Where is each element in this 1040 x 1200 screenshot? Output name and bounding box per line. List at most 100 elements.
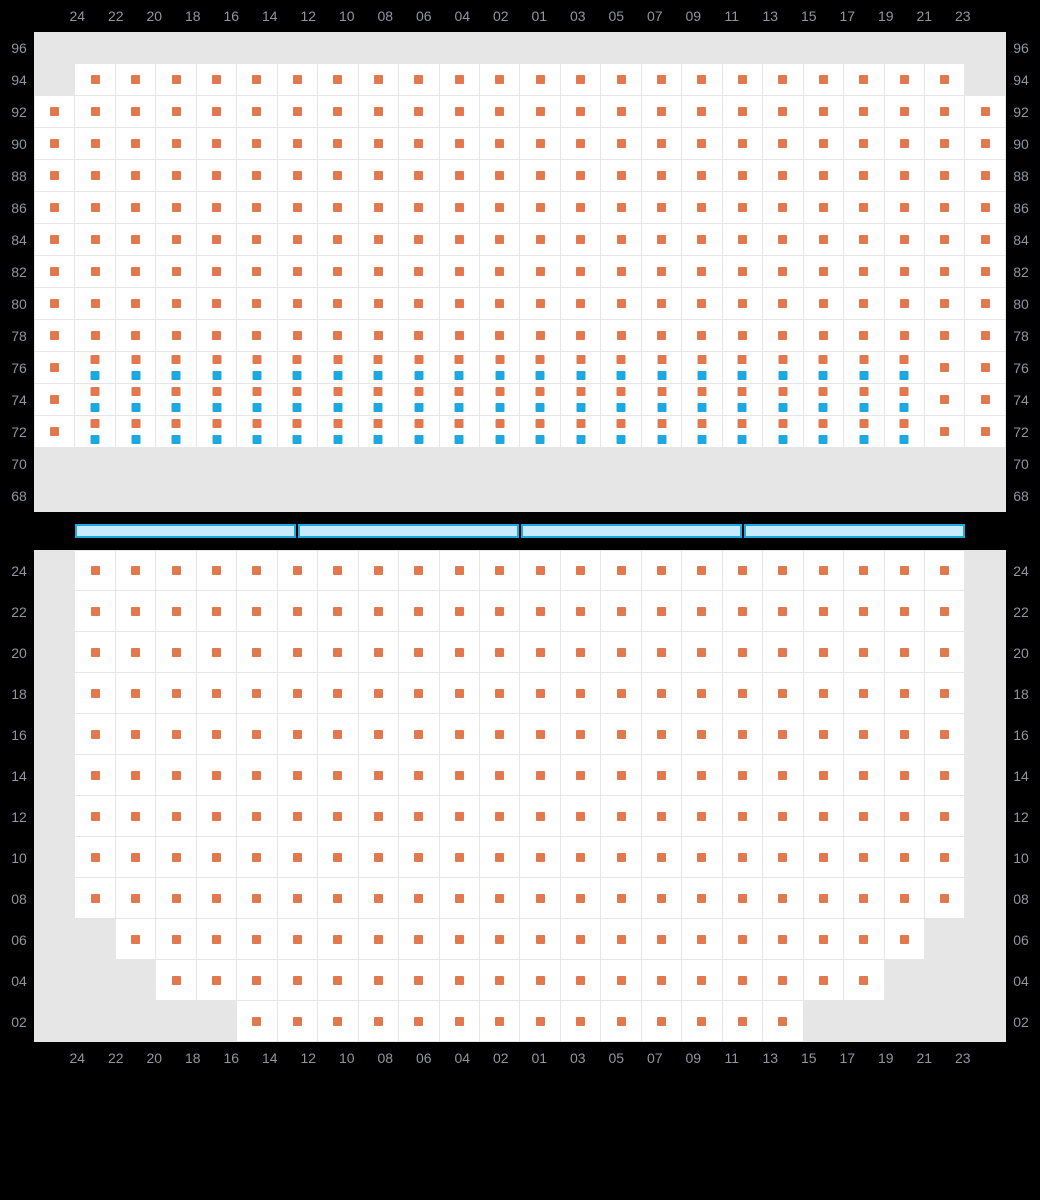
seat-cell[interactable] (116, 755, 156, 796)
seat-cell[interactable] (156, 878, 196, 919)
seat-cell[interactable] (399, 256, 439, 288)
seat-cell[interactable] (885, 224, 925, 256)
seat-cell[interactable] (682, 320, 722, 352)
seat-cell[interactable] (804, 714, 844, 755)
seat-cell[interactable] (278, 320, 318, 352)
seat-cell[interactable] (399, 192, 439, 224)
seat-cell[interactable] (318, 96, 358, 128)
seat-cell[interactable] (399, 224, 439, 256)
seat-cell[interactable] (642, 550, 682, 591)
seat-cell[interactable] (844, 416, 884, 448)
seat-cell[interactable] (844, 64, 884, 96)
seat-cell[interactable] (520, 796, 560, 837)
seat-cell[interactable] (804, 591, 844, 632)
seat-cell[interactable] (601, 96, 641, 128)
seat-cell[interactable] (561, 96, 601, 128)
seat-cell[interactable] (925, 256, 965, 288)
seat-cell[interactable] (682, 192, 722, 224)
seat-cell[interactable] (885, 796, 925, 837)
seat-cell[interactable] (844, 160, 884, 192)
seat-cell[interactable] (642, 796, 682, 837)
seat-cell[interactable] (156, 960, 196, 1001)
seat-cell[interactable] (885, 714, 925, 755)
seat-cell[interactable] (359, 416, 399, 448)
seat-cell[interactable] (440, 632, 480, 673)
seat-cell[interactable] (520, 384, 560, 416)
seat-cell[interactable] (763, 96, 803, 128)
seat-cell[interactable] (399, 160, 439, 192)
seat-cell[interactable] (116, 591, 156, 632)
seat-cell[interactable] (440, 128, 480, 160)
seat-cell[interactable] (925, 64, 965, 96)
seat-cell[interactable] (440, 224, 480, 256)
seat-cell[interactable] (440, 384, 480, 416)
seat-cell[interactable] (601, 714, 641, 755)
seat-cell[interactable] (278, 64, 318, 96)
seat-cell[interactable] (844, 755, 884, 796)
seat-cell[interactable] (844, 591, 884, 632)
seat-cell[interactable] (156, 64, 196, 96)
seat-cell[interactable] (34, 416, 75, 448)
seat-cell[interactable] (885, 755, 925, 796)
seat-cell[interactable] (480, 714, 520, 755)
seat-cell[interactable] (561, 714, 601, 755)
seat-cell[interactable] (520, 632, 560, 673)
seat-cell[interactable] (601, 384, 641, 416)
seat-cell[interactable] (885, 919, 925, 960)
seat-cell[interactable] (682, 416, 722, 448)
seat-cell[interactable] (197, 673, 237, 714)
seat-cell[interactable] (156, 632, 196, 673)
seat-cell[interactable] (278, 755, 318, 796)
seat-cell[interactable] (885, 837, 925, 878)
seat-cell[interactable] (156, 714, 196, 755)
seat-cell[interactable] (399, 714, 439, 755)
seat-cell[interactable] (197, 384, 237, 416)
seat-cell[interactable] (399, 673, 439, 714)
seat-cell[interactable] (359, 352, 399, 384)
seat-cell[interactable] (723, 550, 763, 591)
seat-cell[interactable] (844, 673, 884, 714)
seat-cell[interactable] (399, 352, 439, 384)
seat-cell[interactable] (804, 224, 844, 256)
seat-cell[interactable] (116, 837, 156, 878)
seat-cell[interactable] (804, 256, 844, 288)
seat-cell[interactable] (763, 160, 803, 192)
seat-cell[interactable] (116, 673, 156, 714)
seat-cell[interactable] (480, 755, 520, 796)
seat-cell[interactable] (197, 714, 237, 755)
seat-cell[interactable] (965, 160, 1005, 192)
seat-cell[interactable] (682, 1001, 722, 1042)
seat-cell[interactable] (318, 755, 358, 796)
seat-cell[interactable] (278, 256, 318, 288)
seat-cell[interactable] (723, 919, 763, 960)
seat-cell[interactable] (642, 714, 682, 755)
seat-cell[interactable] (480, 1001, 520, 1042)
seat-cell[interactable] (763, 550, 803, 591)
seat-cell[interactable] (520, 755, 560, 796)
seat-cell[interactable] (885, 128, 925, 160)
seat-cell[interactable] (197, 550, 237, 591)
seat-cell[interactable] (440, 352, 480, 384)
seat-cell[interactable] (723, 128, 763, 160)
seat-cell[interactable] (75, 673, 115, 714)
seat-cell[interactable] (763, 919, 803, 960)
seat-cell[interactable] (925, 550, 965, 591)
seat-cell[interactable] (197, 878, 237, 919)
seat-cell[interactable] (318, 919, 358, 960)
seat-cell[interactable] (520, 160, 560, 192)
seat-cell[interactable] (885, 384, 925, 416)
seat-cell[interactable] (318, 550, 358, 591)
seat-cell[interactable] (34, 320, 75, 352)
seat-cell[interactable] (34, 192, 75, 224)
seat-cell[interactable] (561, 837, 601, 878)
seat-cell[interactable] (763, 288, 803, 320)
seat-cell[interactable] (804, 878, 844, 919)
seat-cell[interactable] (763, 755, 803, 796)
seat-cell[interactable] (804, 384, 844, 416)
seat-cell[interactable] (925, 878, 965, 919)
seat-cell[interactable] (75, 160, 115, 192)
seat-cell[interactable] (804, 128, 844, 160)
seat-cell[interactable] (237, 591, 277, 632)
seat-cell[interactable] (278, 960, 318, 1001)
seat-cell[interactable] (925, 714, 965, 755)
